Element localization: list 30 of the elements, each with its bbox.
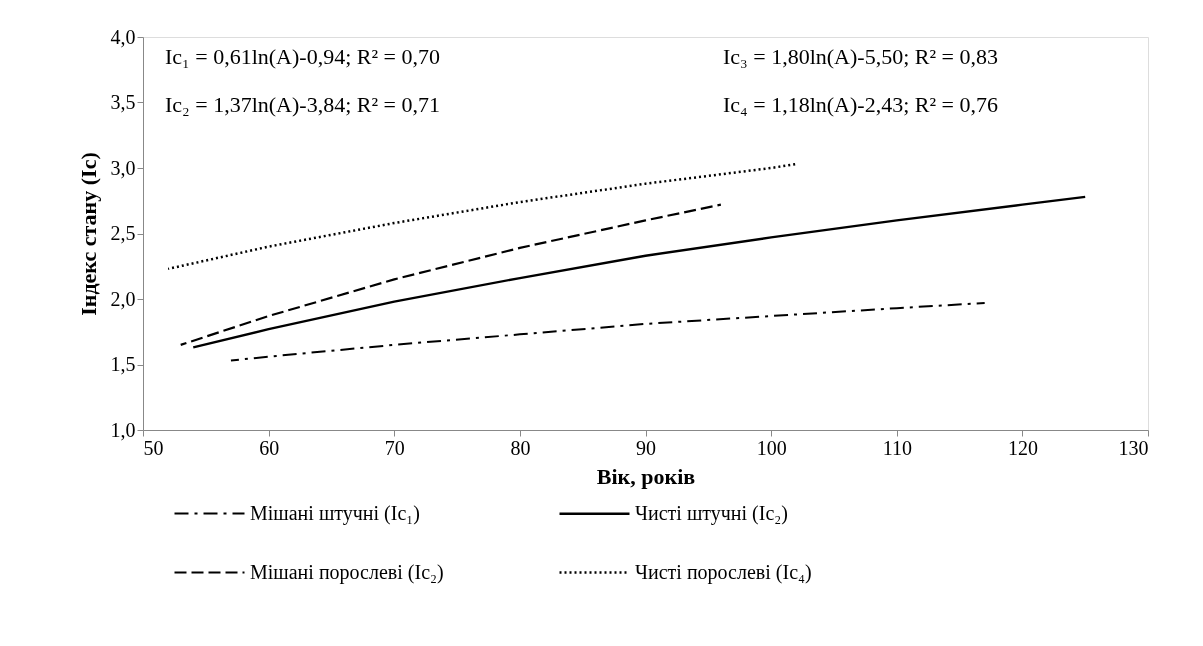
line-series: [192, 195, 1087, 349]
y-tick-label: 2,5: [110, 222, 136, 244]
line-series: [229, 301, 986, 362]
x-tick-label: 90: [636, 436, 656, 459]
x-tick-label: 60: [259, 436, 280, 459]
annotation: Ic₁ = 0,61ln(A)-0,94; R² = 0,70: [165, 44, 440, 69]
x-tick-label: 80: [510, 436, 531, 459]
annotation: Ic₄ = 1,18ln(A)-2,43; R² = 0,76: [723, 92, 998, 117]
y-tick-label: 3,0: [110, 156, 136, 179]
y-tick-label: 1,5: [110, 353, 136, 375]
legend-label: Чисті штучні (Ic₂): [635, 501, 788, 525]
x-tick-label: 110: [882, 436, 912, 459]
x-tick-label: 70: [384, 436, 405, 459]
line-series: [166, 162, 798, 271]
x-tick-label: 120: [1007, 436, 1038, 459]
annotation: Ic₂ = 1,37ln(A)-3,84; R² = 0,71: [165, 92, 440, 117]
y-tick-label: 1,0: [110, 418, 136, 441]
x-tick-label: 130: [1118, 436, 1149, 459]
line-series: [179, 203, 722, 346]
annotation: Ic₃ = 1,80ln(A)-5,50; R² = 0,83: [723, 44, 998, 69]
legend-label: Мішані штучні (Ic₁): [250, 501, 420, 525]
y-tick-label: 3,5: [110, 91, 136, 113]
x-tick-label: 50: [143, 436, 164, 459]
x-axis-title: Вік, років: [596, 463, 696, 489]
legend-label: Чисті порослеві (Ic₄): [635, 560, 812, 584]
y-tick-label: 2,0: [110, 287, 136, 310]
x-tick-label: 100: [756, 436, 787, 459]
y-axis-title: Індекс стану (Іс): [75, 152, 101, 316]
y-tick-label: 4,0: [110, 25, 136, 48]
legend-label: Мішані порослеві (Ic₂): [250, 560, 444, 584]
